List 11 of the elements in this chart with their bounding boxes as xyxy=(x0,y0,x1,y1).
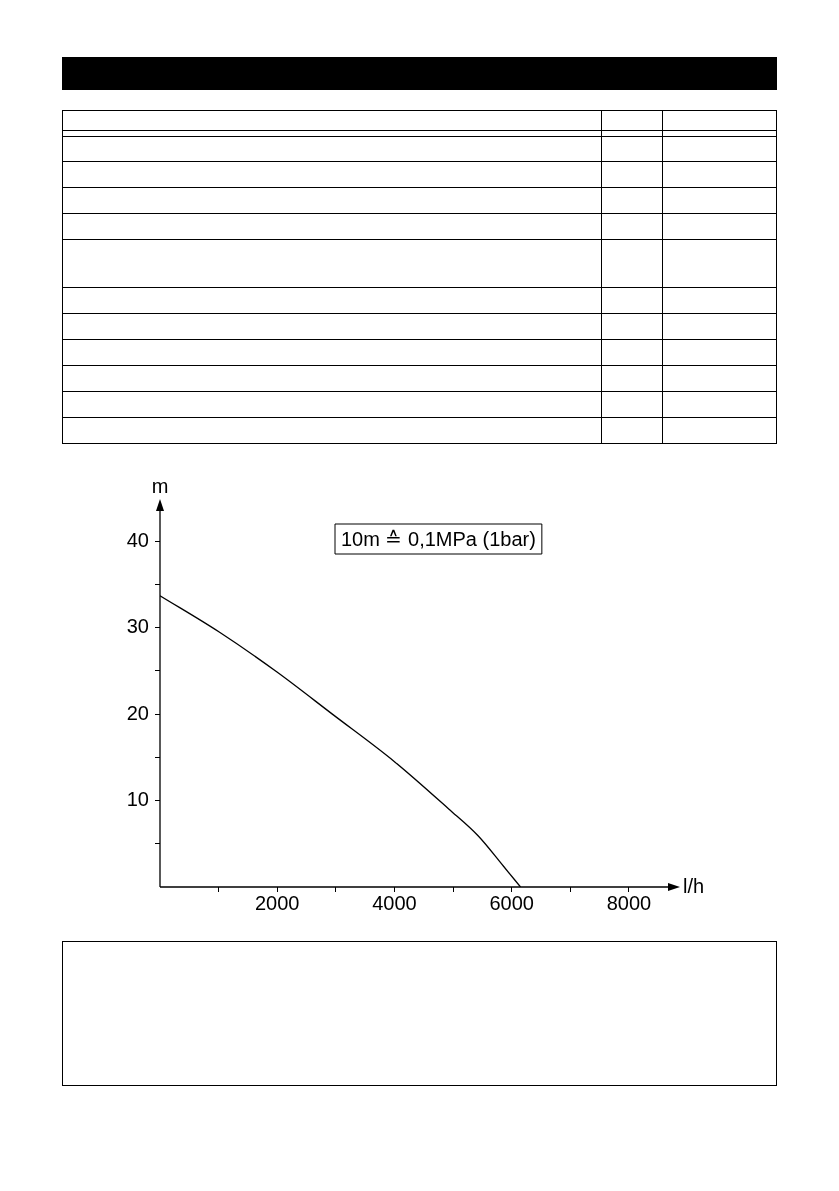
x-tick-label: 8000 xyxy=(606,891,652,914)
y-axis-title: m xyxy=(151,474,169,497)
x-axis-title: l/h xyxy=(683,874,705,897)
annotation: 10m ≙ 0,1MPa (1bar) xyxy=(341,527,536,550)
x-tick-label: 4000 xyxy=(372,891,417,914)
y-tick-label: 30 xyxy=(126,615,149,638)
y-tick-label: 20 xyxy=(126,701,149,724)
x-tick-label: 6000 xyxy=(489,891,534,914)
y-tick-label: 40 xyxy=(126,528,149,551)
y-tick-label: 10 xyxy=(126,788,149,811)
x-tick-label: 2000 xyxy=(254,891,300,914)
